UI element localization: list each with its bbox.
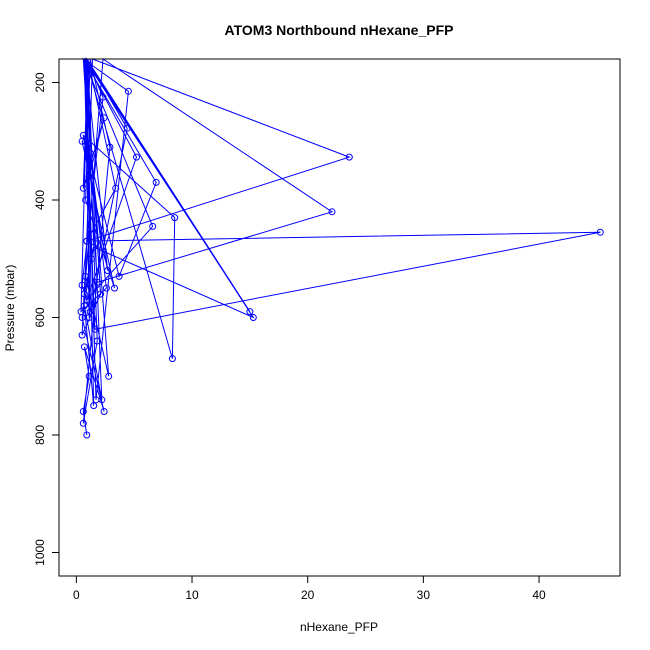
- data-point: [246, 308, 254, 316]
- data-point: [83, 431, 91, 439]
- data-point: [78, 137, 86, 145]
- x-tick-label: 30: [417, 588, 431, 602]
- y-axis: 200 400 600 800 1000: [33, 72, 60, 566]
- x-tick-label: 20: [301, 588, 315, 602]
- data-point: [328, 208, 336, 216]
- x-axis-label: nHexane_PFP: [300, 620, 378, 634]
- data-point: [79, 184, 87, 192]
- data-point: [249, 314, 257, 321]
- data-point: [123, 124, 131, 132]
- data-point: [80, 302, 88, 310]
- data-point: [93, 278, 101, 286]
- series-layer: [80, 57, 601, 436]
- y-tick-label: 400: [33, 190, 47, 210]
- data-point: [115, 272, 123, 280]
- x-axis: 0 10 20 30 40: [73, 575, 546, 602]
- data-point: [80, 290, 88, 298]
- y-tick-label: 600: [33, 307, 47, 327]
- data-point: [345, 153, 353, 161]
- data-point: [93, 337, 101, 345]
- y-tick-label: 800: [33, 425, 47, 445]
- data-point: [102, 284, 110, 292]
- plot-area: [58, 58, 621, 577]
- data-point: [85, 173, 93, 180]
- x-tick-label: 10: [185, 588, 199, 602]
- data-point: [100, 408, 108, 415]
- data-point: [87, 255, 95, 263]
- data-point: [82, 196, 90, 204]
- data-point: [124, 87, 132, 95]
- data-point: [596, 228, 604, 236]
- data-point: [97, 290, 105, 298]
- y-axis-label: Pressure (mbar): [3, 265, 17, 352]
- x-tick-label: 40: [532, 588, 546, 602]
- data-point: [100, 114, 108, 122]
- data-point: [85, 372, 93, 380]
- data-point: [168, 355, 176, 363]
- y-tick-label: 1000: [33, 539, 47, 566]
- data-point: [82, 137, 90, 145]
- data-point: [91, 325, 99, 333]
- data-point: [77, 308, 85, 316]
- data-point: [98, 396, 106, 404]
- data-point: [104, 267, 112, 274]
- data-point: [80, 343, 88, 351]
- data-point: [152, 178, 160, 186]
- data-point: [105, 372, 113, 380]
- points-layer: [77, 87, 604, 439]
- chart-title: ATOM3 Northbound nHexane_PFP: [225, 22, 454, 38]
- data-point: [149, 222, 157, 230]
- x-tick-label: 0: [73, 588, 80, 602]
- data-point: [90, 243, 98, 251]
- data-point: [90, 402, 98, 410]
- y-tick-label: 200: [33, 72, 47, 92]
- data-point: [79, 419, 87, 427]
- data-point: [82, 272, 90, 280]
- data-point: [99, 93, 107, 101]
- data-point: [78, 281, 86, 289]
- data-point: [171, 214, 179, 222]
- series-line: [80, 57, 601, 436]
- data-point: [112, 184, 120, 192]
- data-point: [85, 314, 93, 321]
- data-point: [86, 149, 94, 157]
- data-point: [79, 408, 87, 415]
- data-point: [133, 153, 140, 161]
- data-point: [83, 296, 91, 304]
- data-point: [83, 237, 91, 245]
- data-point: [78, 331, 86, 339]
- data-point: [106, 143, 114, 151]
- data-point: [111, 284, 118, 292]
